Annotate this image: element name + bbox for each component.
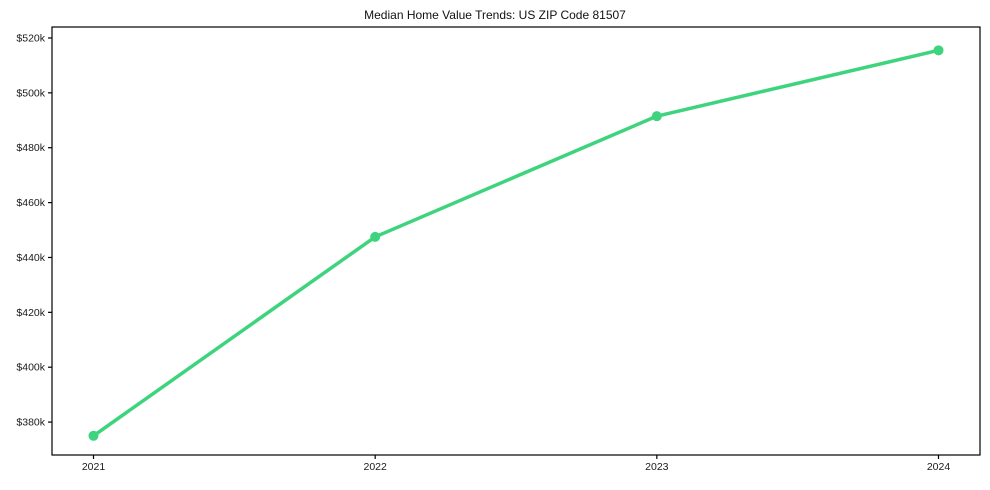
data-point-marker bbox=[370, 231, 381, 242]
y-tick-label: $440k bbox=[16, 252, 45, 264]
data-point-marker bbox=[651, 111, 662, 122]
y-tick-label: $460k bbox=[16, 197, 45, 209]
data-line bbox=[91, 48, 941, 438]
x-tick-label: 2024 bbox=[927, 461, 951, 473]
plot-border bbox=[51, 26, 981, 456]
y-tick-label: $380k bbox=[16, 417, 45, 429]
x-tick-label: 2022 bbox=[363, 461, 387, 473]
data-point-marker bbox=[933, 45, 944, 56]
data-point-marker bbox=[88, 430, 99, 441]
y-tick-label: $500k bbox=[16, 87, 45, 99]
x-tick-label: 2023 bbox=[645, 461, 669, 473]
chart-title: Median Home Value Trends: US ZIP Code 81… bbox=[364, 8, 626, 22]
y-tick-label: $420k bbox=[16, 307, 45, 319]
y-tick-label: $520k bbox=[16, 32, 45, 44]
y-tick-label: $400k bbox=[16, 362, 45, 374]
y-tick-label: $480k bbox=[16, 142, 45, 154]
x-tick-label: 2021 bbox=[82, 461, 106, 473]
